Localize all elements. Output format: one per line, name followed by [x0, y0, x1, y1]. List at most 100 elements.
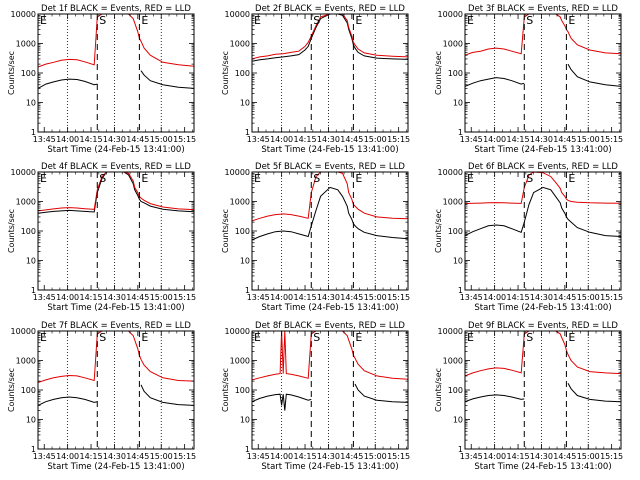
- y-tick-label: 10: [453, 416, 463, 425]
- x-tick-label: 13:45: [247, 135, 270, 144]
- y-tick-label: 10000: [438, 10, 463, 19]
- axes-frame: [464, 171, 622, 291]
- axes-frame: [37, 13, 195, 133]
- events-series-line: [252, 393, 312, 411]
- interval-marker-label: E: [40, 14, 47, 27]
- interval-marker-label: S: [526, 172, 533, 185]
- lld-series-line: [465, 331, 621, 377]
- y-tick-label: 10000: [438, 168, 463, 177]
- y-tick-label: 10: [240, 257, 250, 266]
- y-tick-label: 1: [31, 445, 36, 454]
- x-axis-label: Start Time (24-Feb-15 13:41:00): [47, 462, 184, 472]
- x-axis-label: Start Time (24-Feb-15 13:41:00): [474, 462, 611, 472]
- y-axis-label: Counts/sec: [221, 51, 230, 95]
- y-tick-label: 1000: [230, 357, 250, 366]
- lld-series-line: [252, 331, 408, 381]
- axes-frame: [37, 330, 195, 450]
- x-tick-label: 14:15: [294, 135, 317, 144]
- y-tick-label: 1000: [230, 198, 250, 207]
- x-tick-label: 15:15: [387, 135, 410, 144]
- events-series-line: [38, 396, 98, 406]
- y-tick-label: 10000: [11, 168, 36, 177]
- y-axis-label: Counts/sec: [7, 51, 16, 95]
- interval-marker-label: E: [355, 331, 362, 344]
- x-axis-label: Start Time (24-Feb-15 13:41:00): [261, 145, 398, 155]
- x-tick-label: 15:15: [600, 135, 623, 144]
- y-tick-label: 10000: [11, 327, 36, 336]
- x-tick-label: 14:45: [126, 135, 149, 144]
- lld-series-line: [38, 172, 194, 212]
- x-tick-label: 14:15: [507, 452, 530, 461]
- y-tick-label: 100: [21, 69, 36, 78]
- x-tick-label: 14:30: [530, 293, 553, 302]
- x-tick-label: 14:15: [507, 135, 530, 144]
- y-tick-label: 1000: [443, 40, 463, 49]
- panel-title: Det 3f BLACK = Events, RED = LLD: [468, 4, 618, 14]
- y-tick-label: 100: [448, 69, 463, 78]
- x-tick-label: 13:45: [33, 135, 56, 144]
- events-series-line: [252, 186, 408, 241]
- y-axis-label: Counts/sec: [221, 368, 230, 412]
- x-tick-label: 15:00: [150, 135, 173, 144]
- x-tick-label: 14:45: [126, 293, 149, 302]
- y-tick-label: 1000: [16, 40, 36, 49]
- x-tick-label: 14:00: [270, 452, 293, 461]
- x-tick-label: 14:30: [317, 293, 340, 302]
- y-tick-label: 1: [245, 128, 250, 137]
- x-tick-label: 14:15: [80, 135, 103, 144]
- x-tick-label: 14:00: [56, 135, 79, 144]
- y-tick-label: 1: [458, 445, 463, 454]
- x-tick-label: 14:30: [530, 135, 553, 144]
- x-tick-label: 14:45: [340, 135, 363, 144]
- interval-marker-label: E: [467, 331, 474, 344]
- y-tick-label: 10000: [225, 168, 250, 177]
- x-tick-label: 14:00: [56, 293, 79, 302]
- x-tick-label: 15:00: [364, 135, 387, 144]
- lld-series-line: [252, 172, 408, 222]
- axes-frame: [251, 171, 409, 291]
- axes-frame: [251, 330, 409, 450]
- x-tick-label: 14:00: [483, 452, 506, 461]
- x-tick-label: 14:00: [270, 293, 293, 302]
- x-tick-label: 15:15: [173, 293, 196, 302]
- x-axis-label: Start Time (24-Feb-15 13:41:00): [474, 145, 611, 155]
- x-axis-label: Start Time (24-Feb-15 13:41:00): [47, 303, 184, 313]
- y-tick-label: 1: [245, 286, 250, 295]
- y-tick-label: 100: [235, 227, 250, 236]
- y-tick-label: 100: [21, 386, 36, 395]
- x-tick-label: 14:15: [294, 293, 317, 302]
- interval-marker-label: S: [526, 331, 533, 344]
- events-series-line: [140, 70, 194, 89]
- y-tick-label: 1: [31, 128, 36, 137]
- x-tick-label: 15:15: [387, 293, 410, 302]
- events-series-line: [567, 382, 621, 403]
- interval-marker-label: E: [568, 14, 575, 27]
- x-tick-label: 13:45: [460, 135, 483, 144]
- x-axis-label: Start Time (24-Feb-15 13:41:00): [47, 145, 184, 155]
- x-tick-label: 14:15: [80, 293, 103, 302]
- x-tick-label: 15:00: [577, 452, 600, 461]
- panel-title: Det 2f BLACK = Events, RED = LLD: [255, 4, 405, 14]
- interval-marker-label: E: [568, 331, 575, 344]
- x-tick-label: 15:00: [577, 135, 600, 144]
- x-tick-label: 15:00: [364, 452, 387, 461]
- x-tick-label: 15:15: [600, 293, 623, 302]
- x-tick-label: 14:45: [340, 293, 363, 302]
- y-tick-label: 100: [448, 227, 463, 236]
- interval-marker-label: E: [355, 14, 362, 27]
- y-tick-label: 1: [458, 128, 463, 137]
- y-tick-label: 1000: [16, 198, 36, 207]
- events-series-line: [252, 14, 408, 62]
- y-tick-label: 10: [26, 99, 36, 108]
- events-series-line: [38, 78, 98, 89]
- x-tick-label: 15:15: [173, 452, 196, 461]
- y-tick-label: 100: [21, 227, 36, 236]
- interval-marker-label: E: [141, 331, 148, 344]
- y-axis-label: Counts/sec: [7, 209, 16, 253]
- x-tick-label: 14:30: [317, 135, 340, 144]
